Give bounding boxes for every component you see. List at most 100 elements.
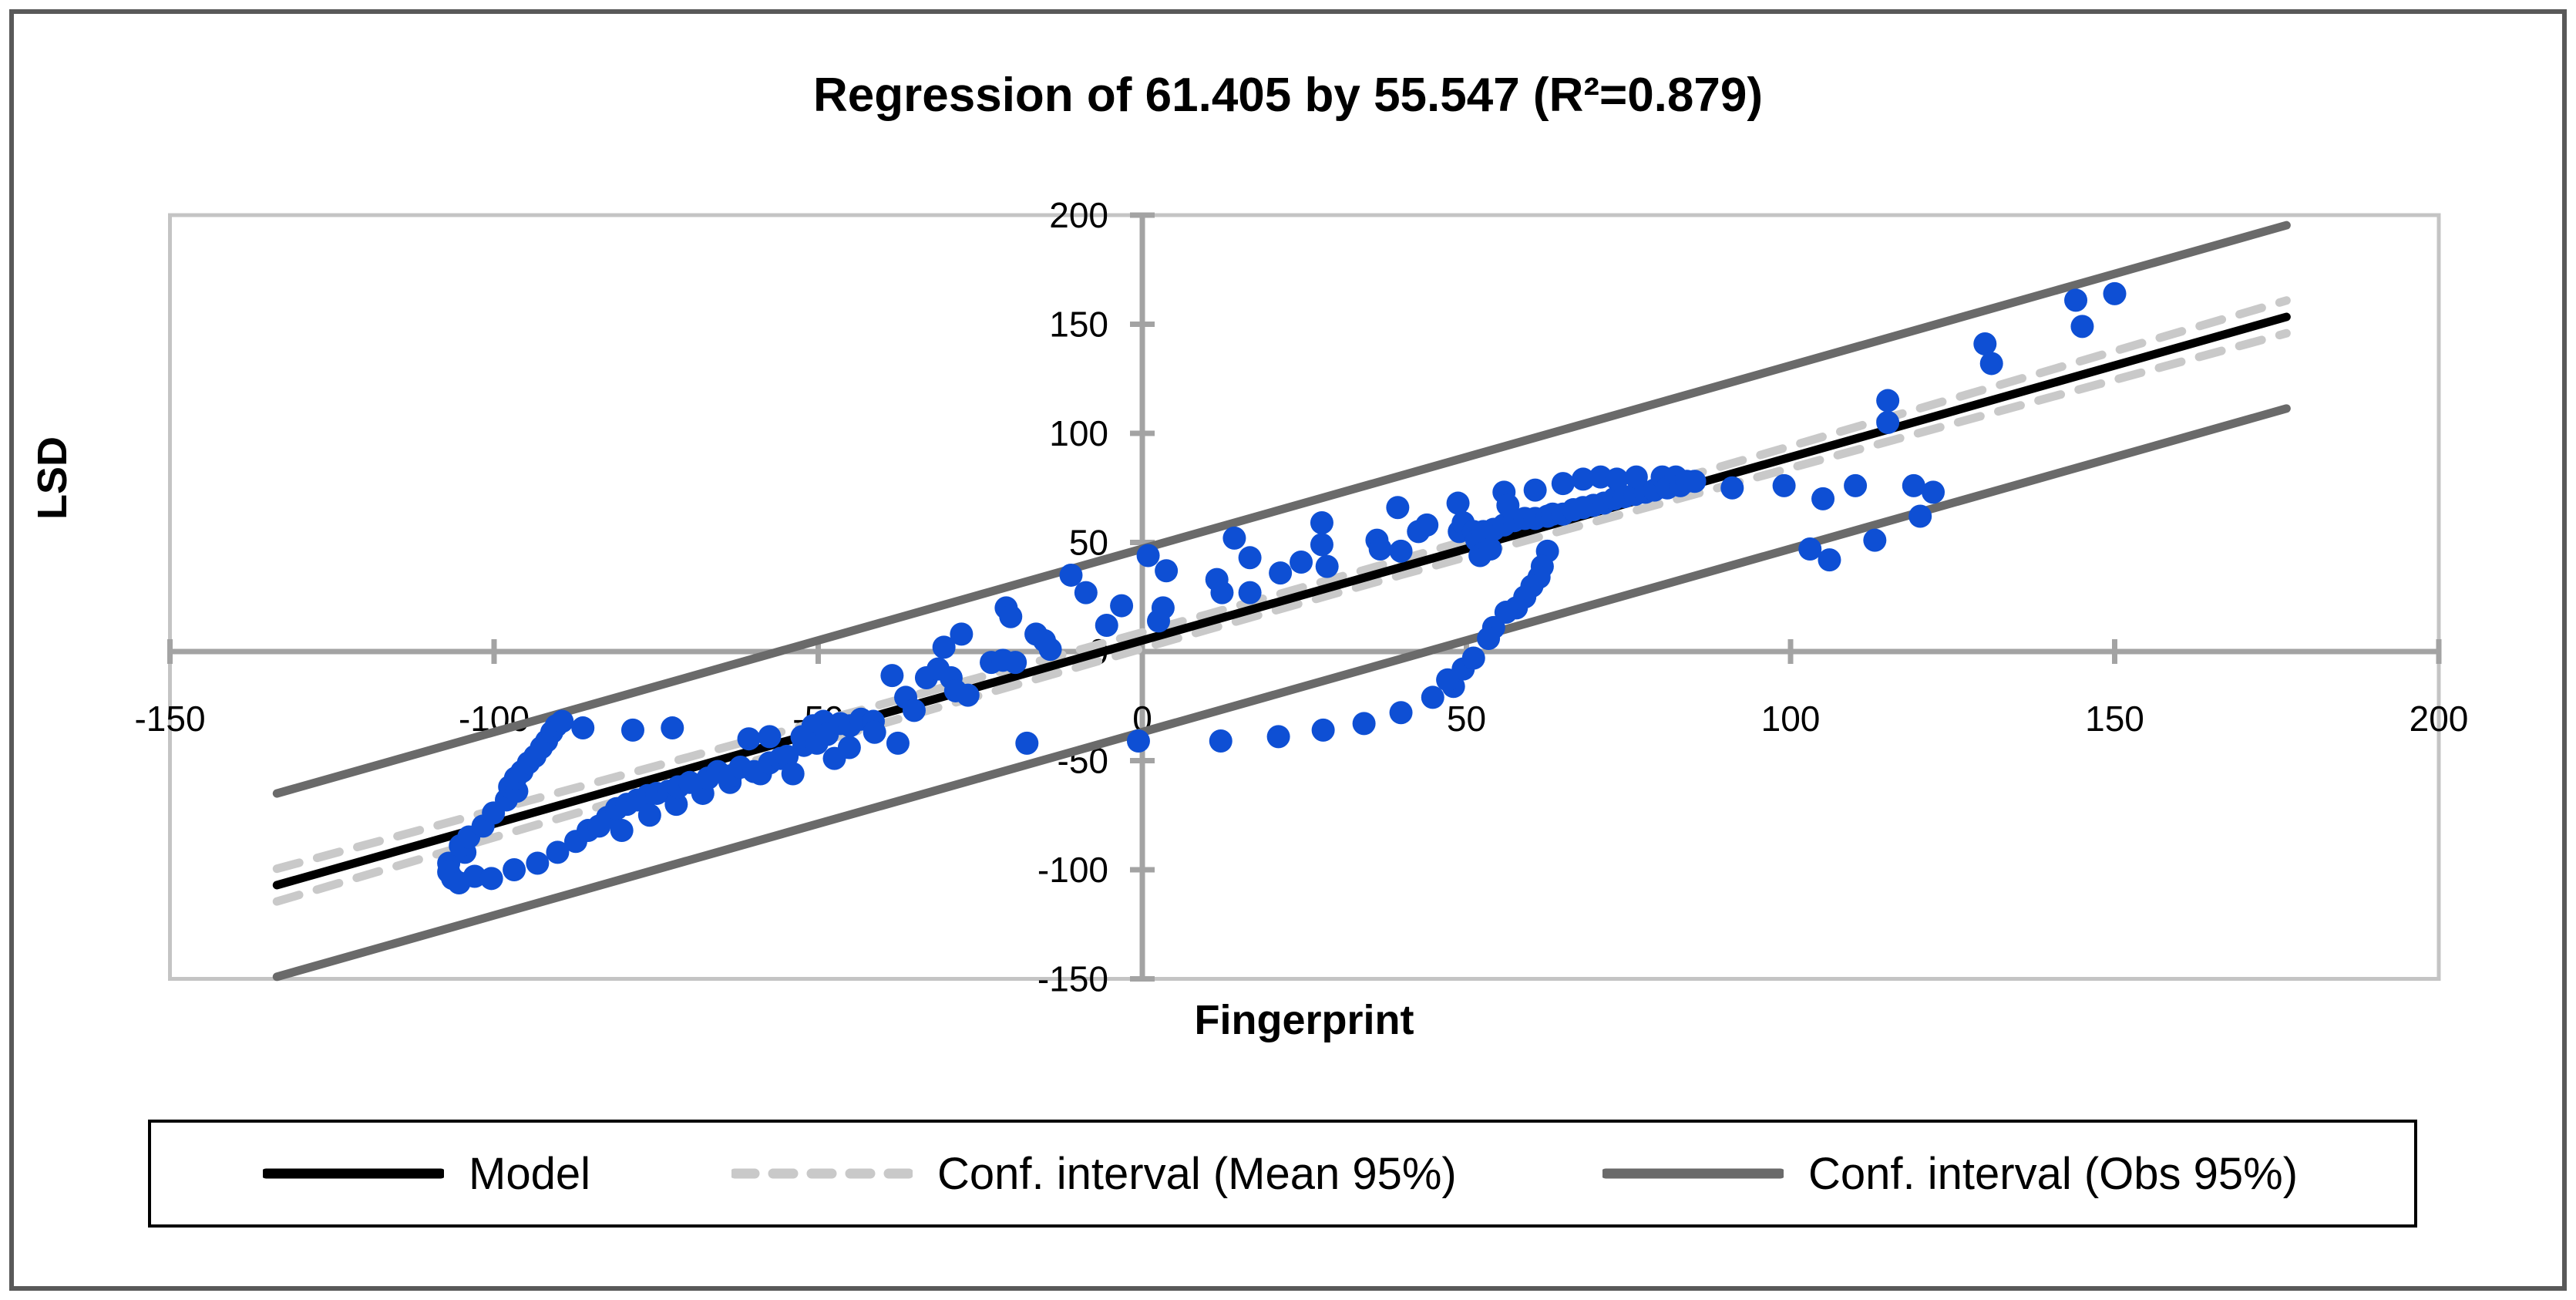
data-point bbox=[1004, 651, 1027, 675]
y-tick-label: 100 bbox=[1049, 413, 1108, 453]
data-point bbox=[2064, 288, 2088, 312]
data-point bbox=[2070, 315, 2094, 338]
data-point bbox=[1902, 473, 1925, 497]
ci-obs-lower-line bbox=[272, 404, 2291, 982]
legend: Model Conf. interval (Mean 95%) Conf. in… bbox=[148, 1120, 2417, 1228]
data-point bbox=[1015, 731, 1039, 755]
data-point bbox=[775, 744, 799, 768]
x-tick-label: -150 bbox=[134, 699, 205, 739]
data-point bbox=[550, 709, 574, 733]
data-point bbox=[886, 731, 910, 755]
data-point bbox=[1151, 596, 1175, 620]
legend-item-ci-mean: Conf. interval (Mean 95%) bbox=[731, 1123, 1457, 1224]
data-point bbox=[1238, 581, 1262, 605]
data-point bbox=[1290, 550, 1313, 574]
y-tick-label: 50 bbox=[1069, 523, 1108, 563]
data-point bbox=[1798, 537, 1822, 561]
data-point bbox=[1421, 685, 1444, 709]
ci-mean-dashed-swatch-icon bbox=[731, 1168, 913, 1179]
data-point bbox=[1059, 563, 1083, 587]
x-tick-label: 50 bbox=[1447, 699, 1486, 739]
data-point bbox=[1415, 513, 1439, 537]
data-point bbox=[1222, 526, 1246, 550]
data-point bbox=[1209, 729, 1233, 753]
x-tick-label: 150 bbox=[2085, 699, 2144, 739]
data-point bbox=[546, 840, 570, 864]
y-tick-label: -150 bbox=[1037, 959, 1108, 999]
data-point bbox=[837, 736, 861, 759]
data-point bbox=[737, 727, 761, 751]
ci-mean-lower-line bbox=[272, 328, 2291, 906]
data-point bbox=[999, 605, 1023, 628]
data-point bbox=[781, 762, 805, 786]
data-point bbox=[479, 867, 503, 891]
data-point bbox=[1238, 546, 1262, 570]
data-point bbox=[1772, 473, 1796, 497]
legend-label-model: Model bbox=[469, 1148, 590, 1199]
data-point bbox=[758, 725, 782, 749]
x-axis-title: Fingerprint bbox=[1194, 997, 1414, 1043]
data-point bbox=[1210, 581, 1234, 605]
data-point bbox=[1461, 646, 1485, 670]
data-point bbox=[956, 683, 980, 707]
data-point bbox=[1310, 533, 1333, 557]
data-point bbox=[1811, 487, 1835, 510]
data-point bbox=[503, 858, 526, 881]
data-point bbox=[1389, 701, 1413, 725]
data-point bbox=[664, 793, 688, 817]
data-point bbox=[1311, 718, 1335, 742]
data-point bbox=[1720, 476, 1744, 500]
data-point bbox=[1571, 467, 1595, 491]
data-point bbox=[1863, 528, 1887, 552]
legend-label-ci-obs: Conf. interval (Obs 95%) bbox=[1808, 1148, 2299, 1199]
data-point bbox=[1315, 554, 1339, 578]
data-point bbox=[1446, 491, 1470, 515]
legend-item-ci-obs: Conf. interval (Obs 95%) bbox=[1602, 1123, 2298, 1224]
data-point bbox=[1683, 470, 1707, 493]
legend-item-model: Model bbox=[263, 1123, 590, 1224]
data-point bbox=[1038, 638, 1062, 662]
data-point bbox=[902, 699, 926, 722]
legend-label-ci-mean: Conf. interval (Mean 95%) bbox=[937, 1148, 1457, 1199]
ci-obs-line-swatch-icon bbox=[1602, 1168, 1784, 1179]
data-point bbox=[1818, 548, 1841, 572]
data-point bbox=[2103, 281, 2127, 305]
data-point bbox=[1979, 352, 2003, 376]
y-tick-label: 150 bbox=[1049, 305, 1108, 345]
data-point bbox=[1605, 467, 1629, 491]
data-point bbox=[1436, 668, 1460, 692]
data-point bbox=[1386, 496, 1410, 520]
data-point bbox=[1973, 332, 1997, 355]
data-point bbox=[1136, 544, 1160, 567]
data-point bbox=[932, 635, 956, 659]
data-point bbox=[1389, 539, 1413, 563]
data-point bbox=[1155, 559, 1179, 583]
ci-obs-upper-line bbox=[272, 221, 2291, 798]
data-point bbox=[1110, 594, 1134, 618]
data-point bbox=[610, 819, 634, 843]
data-point bbox=[620, 718, 644, 742]
data-point bbox=[950, 622, 974, 646]
data-point bbox=[1095, 614, 1118, 638]
data-point bbox=[1126, 729, 1150, 753]
data-point bbox=[1876, 389, 1900, 413]
data-point bbox=[1352, 712, 1376, 736]
model-line bbox=[272, 312, 2291, 890]
data-point bbox=[1523, 478, 1547, 502]
data-point bbox=[1844, 473, 1868, 497]
data-point bbox=[1551, 472, 1575, 496]
data-point bbox=[1477, 627, 1501, 651]
data-point bbox=[1922, 480, 1945, 504]
data-point bbox=[863, 720, 886, 744]
chart-title: Regression of 61.405 by 55.547 (R²=0.879… bbox=[812, 69, 1764, 122]
data-point bbox=[571, 716, 595, 740]
data-point bbox=[661, 716, 684, 740]
data-point bbox=[1266, 725, 1290, 749]
plot-border bbox=[168, 213, 2441, 981]
data-point bbox=[1074, 581, 1098, 605]
x-tick-label: 200 bbox=[2410, 699, 2469, 739]
data-point bbox=[1368, 537, 1392, 561]
x-tick-label: 100 bbox=[1761, 699, 1821, 739]
